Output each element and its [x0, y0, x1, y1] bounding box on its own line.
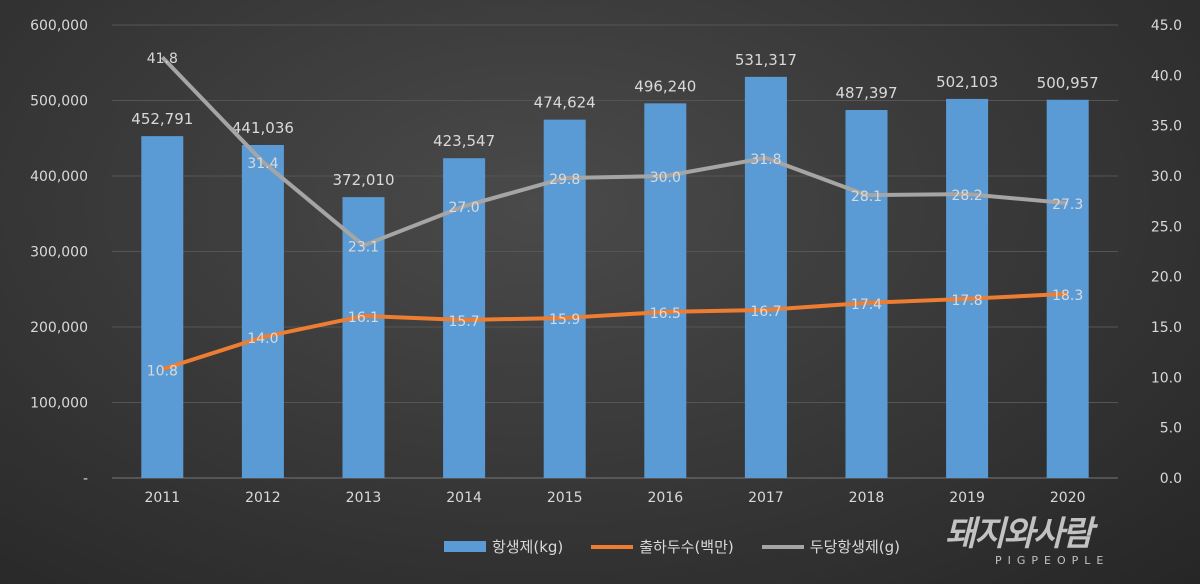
- line-data-label: 28.1: [851, 189, 882, 205]
- watermark-english: PIGPEOPLE: [995, 554, 1110, 567]
- y-left-tick-label: 400,000: [30, 169, 88, 185]
- y-left-tick-label: 500,000: [30, 94, 88, 110]
- bar: [845, 110, 888, 479]
- x-tick-label: 2014: [446, 490, 482, 506]
- x-tick-label: 2012: [245, 490, 281, 506]
- y-right-tick-label: 45.0: [1151, 18, 1182, 34]
- legend-swatch-bar: [443, 541, 486, 552]
- legend-label: 두당항생제(g): [809, 538, 900, 556]
- line-data-label: 17.4: [851, 297, 882, 313]
- line-data-label: 23.1: [348, 239, 379, 255]
- y-right-tick-label: 35.0: [1151, 119, 1182, 135]
- legend-item-antibiotics: 항생제(kg): [443, 536, 564, 557]
- y-right-tick-label: 0.0: [1160, 471, 1182, 487]
- line-data-label: 16.5: [650, 306, 681, 322]
- bar-data-label: 500,957: [1037, 74, 1099, 92]
- x-tick-label: 2015: [547, 490, 583, 506]
- bar-data-label: 531,317: [735, 51, 797, 69]
- line-data-label: 30.0: [650, 170, 681, 186]
- y-right-tick-label: 20.0: [1151, 270, 1182, 286]
- line-data-label: 41.8: [147, 51, 178, 67]
- legend: 항생제(kg) 출하두수(백만) 두당항생제(g): [0, 536, 900, 557]
- bar-data-label: 502,103: [936, 73, 998, 91]
- watermark-korean: 돼지와사람: [945, 514, 1093, 554]
- y-right-tick-label: 15.0: [1151, 320, 1182, 336]
- bar-data-label: 441,036: [232, 119, 294, 137]
- bar-data-label: 423,547: [433, 132, 495, 150]
- line-data-label: 15.9: [549, 312, 580, 328]
- y-left-tick-label: 100,000: [30, 396, 88, 412]
- line-data-label: 16.1: [348, 310, 379, 326]
- legend-swatch-line: [591, 544, 634, 549]
- line-data-label: 18.3: [1052, 288, 1083, 304]
- line-data-label: 17.8: [952, 293, 983, 309]
- bar: [1046, 99, 1089, 478]
- legend-swatch-line: [761, 544, 804, 549]
- y-left-tick-label: 300,000: [30, 245, 88, 261]
- line-data-label: 31.8: [750, 152, 781, 168]
- series-line: [160, 55, 1068, 248]
- chart: - 100,000 200,000 300,000 400,000 500,000 600,…: [30, 18, 1182, 506]
- line-data-label: 31.4: [247, 156, 278, 172]
- x-tick-label: 2011: [144, 490, 180, 506]
- bar-data-label: 372,010: [332, 171, 394, 189]
- legend-item-shipments: 출하두수(백만): [591, 536, 734, 557]
- y-right-tick-label: 25.0: [1151, 219, 1182, 235]
- line-data-label: 27.3: [1052, 197, 1083, 213]
- bar: [946, 98, 989, 478]
- bar-data-label: 474,624: [534, 94, 596, 112]
- y-right-tick-label: 40.0: [1151, 68, 1182, 84]
- line-data-label: 10.8: [147, 363, 178, 379]
- bar-data-label: 496,240: [634, 77, 696, 95]
- bar-data-label: 452,791: [131, 110, 193, 128]
- bar: [241, 145, 284, 478]
- series-line: [161, 291, 1068, 372]
- y-left-tick-label: 200,000: [30, 320, 88, 336]
- x-tick-label: 2020: [1050, 490, 1086, 506]
- y-left-tick-label: 600,000: [30, 18, 88, 34]
- x-tick-label: 2018: [849, 490, 885, 506]
- y-right-tick-label: 5.0: [1160, 421, 1182, 437]
- y-left-tick-label: -: [83, 471, 88, 487]
- legend-label: 항생제(kg): [491, 538, 564, 556]
- line-data-label: 14.0: [247, 331, 278, 347]
- x-tick-label: 2019: [949, 490, 985, 506]
- bar: [644, 103, 687, 478]
- line-data-label: 15.7: [449, 314, 480, 330]
- bar: [141, 136, 184, 478]
- legend-label: 출하두수(백만): [639, 538, 734, 556]
- legend-item-per-head: 두당항생제(g): [761, 536, 900, 557]
- line-data-label: 28.2: [952, 188, 983, 204]
- y-right-tick-label: 10.0: [1151, 370, 1182, 386]
- y-right-tick-label: 30.0: [1151, 169, 1182, 185]
- line-data-label: 29.8: [549, 172, 580, 188]
- bar: [744, 76, 787, 479]
- line-data-label: 27.0: [449, 200, 480, 216]
- x-tick-label: 2016: [647, 490, 683, 506]
- x-tick-label: 2013: [346, 490, 382, 506]
- watermark-logo: 돼지와사람 PIGPEOPLE: [945, 514, 1109, 568]
- line-data-label: 16.7: [750, 304, 781, 320]
- x-tick-label: 2017: [748, 490, 784, 506]
- bar-data-label: 487,397: [835, 84, 897, 102]
